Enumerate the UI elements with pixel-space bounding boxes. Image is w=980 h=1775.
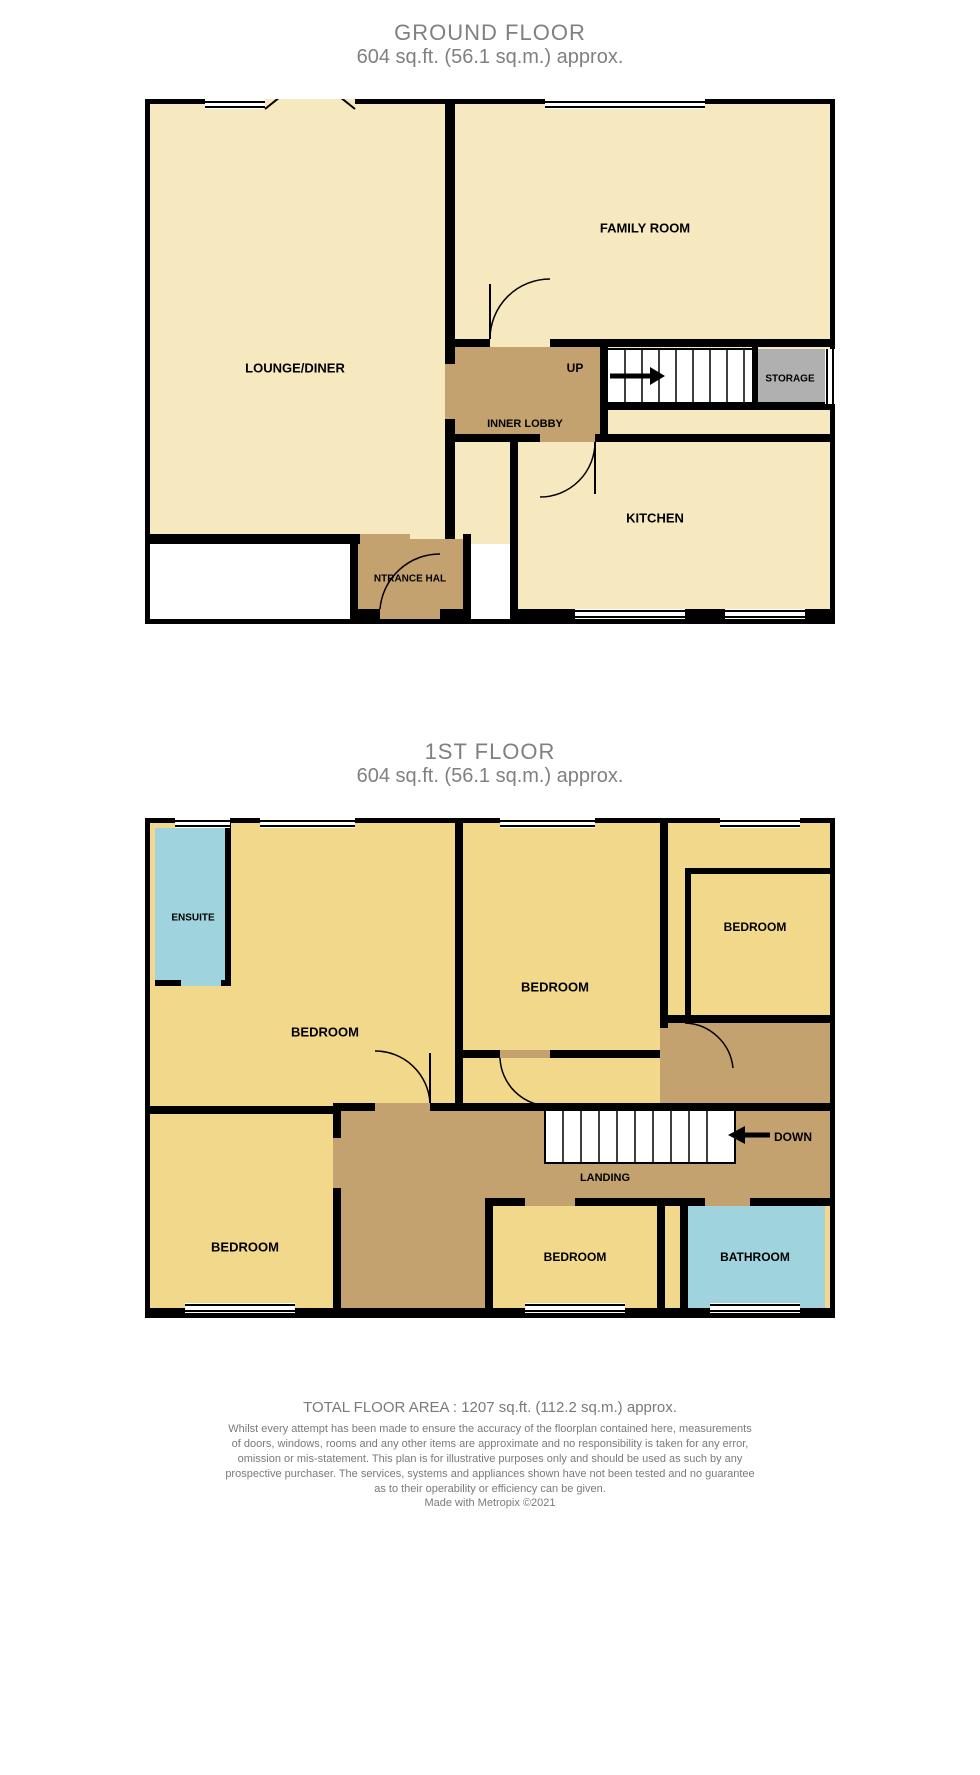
ground-floor-plan: LOUNGE/DINER FAMILY ROOM INNER LOBBY UP … [145,99,835,629]
disclaimer-line: prospective purchaser. The services, sys… [110,1467,870,1482]
disclaimer-line: Made with Metropix ©2021 [110,1496,870,1511]
bedroom3-room [690,873,825,1018]
lounge-room [155,109,445,539]
total-area: TOTAL FLOOR AREA : 1207 sq.ft. (112.2 sq… [110,1398,870,1418]
bathroom-label: BATHROOM [720,1250,790,1264]
bedroom1-label: BEDROOM [291,1024,359,1039]
kitchen-label: KITCHEN [626,510,684,525]
first-floor-plan: ENSUITE BEDROOM BEDROOM BEDROOM BEDROOM … [145,818,835,1318]
first-floor-area: 604 sq.ft. (56.1 sq.m.) approx. [0,765,980,788]
disclaimer-line: Whilst every attempt has been made to en… [110,1422,870,1437]
down-label: DOWN [774,1130,812,1144]
lounge-label: LOUNGE/DINER [245,360,345,375]
footer-block: TOTAL FLOOR AREA : 1207 sq.ft. (112.2 sq… [110,1398,870,1541]
ground-floor-title: GROUND FLOOR [0,0,980,46]
first-floor-title: 1ST FLOOR [0,719,980,765]
landing-label: LANDING [580,1172,630,1184]
bedroom3-label: BEDROOM [724,920,787,934]
entrance-hall-label: NTRANCE HAL [374,574,446,585]
bedroom4-label: BEDROOM [211,1239,279,1254]
bedroom2-label: BEDROOM [521,979,589,994]
storage-label: STORAGE [765,374,815,385]
ground-floor-area: 604 sq.ft. (56.1 sq.m.) approx. [0,46,980,69]
disclaimer-line: as to their operability or efficiency ca… [110,1482,870,1497]
disclaimer-line: omission or mis-statement. This plan is … [110,1452,870,1467]
up-label: UP [567,361,584,375]
inner-lobby-label: INNER LOBBY [487,418,563,430]
bedroom5-label: BEDROOM [544,1250,607,1264]
ensuite-label: ENSUITE [171,913,215,924]
bedroom4-room [155,1113,335,1308]
disclaimer-line: of doors, windows, rooms and any other i… [110,1437,870,1452]
family-room-label: FAMILY ROOM [600,220,690,235]
bedroom2-room [460,828,660,1053]
